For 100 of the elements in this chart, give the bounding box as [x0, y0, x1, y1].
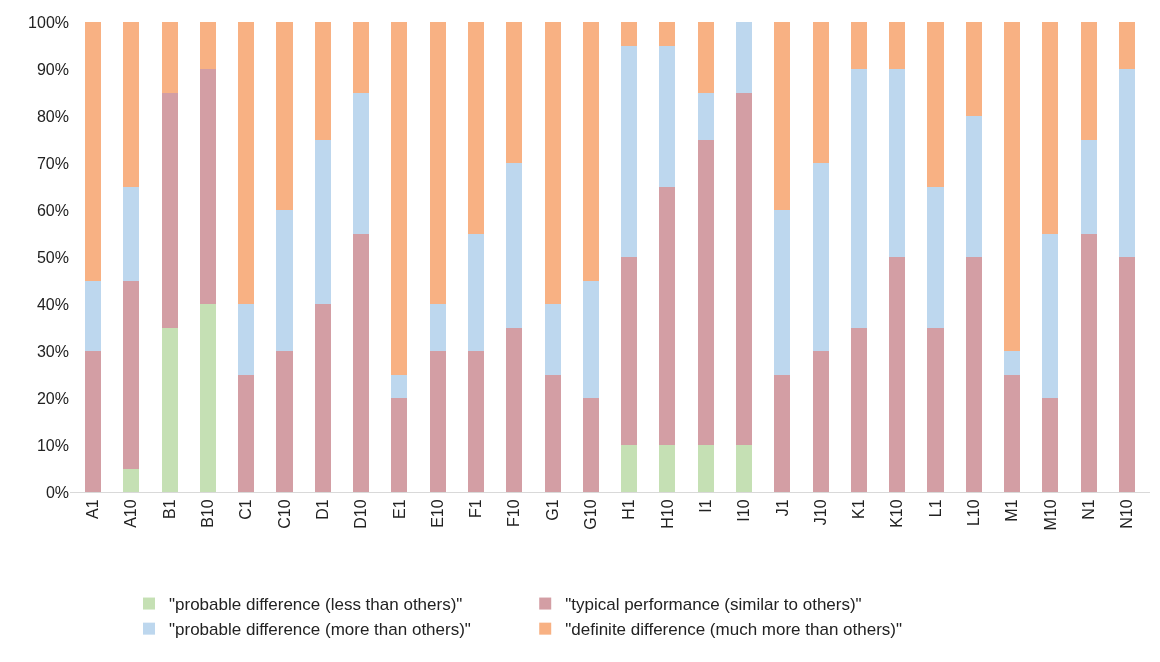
y-tick-label: 80%	[36, 107, 69, 125]
bar	[659, 22, 676, 46]
bar	[697, 22, 714, 93]
bar	[276, 351, 293, 492]
bar	[621, 45, 638, 257]
bar	[544, 374, 561, 492]
x-tick-label: A1	[84, 499, 102, 519]
x-tick-label: E10	[428, 499, 446, 528]
bar	[1118, 257, 1136, 492]
bar	[774, 210, 791, 375]
bar	[314, 304, 331, 492]
bar	[889, 22, 906, 69]
bar	[429, 304, 446, 351]
bar	[736, 22, 753, 93]
bar	[161, 327, 178, 492]
bar	[467, 22, 484, 234]
bar	[812, 163, 829, 351]
bar	[1004, 22, 1021, 351]
bar	[965, 116, 982, 257]
bar	[621, 22, 638, 46]
x-tick-label: M1	[1003, 499, 1021, 522]
bar	[199, 69, 216, 304]
x-tick-label: C10	[275, 499, 293, 529]
legend-label: "probable difference (less than others)"	[169, 595, 463, 615]
bar	[429, 351, 446, 492]
x-tick-label: L1	[926, 499, 944, 518]
bar	[582, 22, 599, 281]
bar	[965, 257, 982, 492]
bar	[506, 327, 523, 492]
bar	[659, 45, 676, 187]
bar	[353, 92, 370, 234]
bar	[429, 22, 446, 304]
bar	[314, 139, 331, 304]
x-tick-label: D1	[313, 499, 331, 520]
bar	[1080, 233, 1097, 492]
x-tick-label: K10	[888, 499, 906, 528]
bar	[582, 398, 599, 492]
bar	[467, 351, 484, 492]
bar	[123, 468, 140, 492]
x-tick-label: M10	[1041, 499, 1059, 531]
bar	[965, 22, 982, 116]
bar	[850, 69, 867, 328]
bar	[812, 351, 829, 492]
y-tick-label: 10%	[36, 436, 69, 454]
bar	[1118, 22, 1136, 69]
bar	[621, 257, 638, 445]
bar	[467, 233, 484, 351]
legend-label: "definite difference (much more than others)"	[565, 620, 903, 640]
x-tick-label: K1	[850, 499, 868, 519]
bar	[238, 22, 255, 304]
bar	[123, 280, 140, 469]
bar	[353, 233, 370, 492]
bar	[391, 22, 408, 375]
y-tick-label: 0%	[45, 483, 69, 501]
bar	[123, 186, 140, 281]
bar	[889, 257, 906, 492]
x-tick-label: J10	[811, 499, 829, 526]
x-tick-label: F1	[467, 499, 485, 519]
bar	[544, 304, 561, 375]
bar	[1080, 139, 1097, 234]
bar	[736, 445, 753, 492]
y-tick-label: 70%	[36, 154, 69, 172]
legend-label: "typical performance (similar to others)"	[565, 595, 862, 615]
bar	[276, 210, 293, 351]
legend-label: "probable difference (more than others)"	[169, 620, 471, 640]
bar	[199, 304, 216, 492]
bar	[1042, 233, 1059, 398]
bar	[314, 22, 331, 140]
bar	[927, 327, 944, 492]
bar	[276, 22, 293, 210]
y-tick-label: 40%	[36, 295, 69, 313]
bar	[391, 398, 408, 492]
bar	[84, 351, 102, 492]
x-tick-label: H10	[658, 499, 676, 529]
x-tick-label: E1	[390, 499, 408, 519]
bar	[1004, 374, 1021, 492]
bar	[659, 445, 676, 492]
x-tick-label: N10	[1118, 499, 1136, 529]
x-tick-label: N1	[1079, 499, 1097, 520]
bar	[199, 22, 216, 69]
bar	[353, 22, 370, 93]
x-tick-label: D10	[352, 499, 370, 529]
bar	[812, 22, 829, 163]
bar	[391, 374, 408, 398]
bar	[1080, 22, 1097, 140]
bar	[84, 280, 102, 351]
x-tick-label: I10	[735, 499, 753, 522]
bar	[889, 69, 906, 257]
bar	[697, 92, 714, 140]
bar	[238, 304, 255, 375]
x-tick-label: I1	[696, 499, 714, 513]
y-tick-label: 30%	[36, 342, 69, 360]
bar	[582, 280, 599, 398]
bar	[238, 374, 255, 492]
bar	[697, 139, 714, 445]
x-tick-label: H1	[620, 499, 638, 520]
y-tick-label: 50%	[36, 248, 69, 266]
x-tick-label: B1	[160, 499, 178, 519]
bar	[1004, 351, 1021, 375]
bar	[774, 374, 791, 492]
